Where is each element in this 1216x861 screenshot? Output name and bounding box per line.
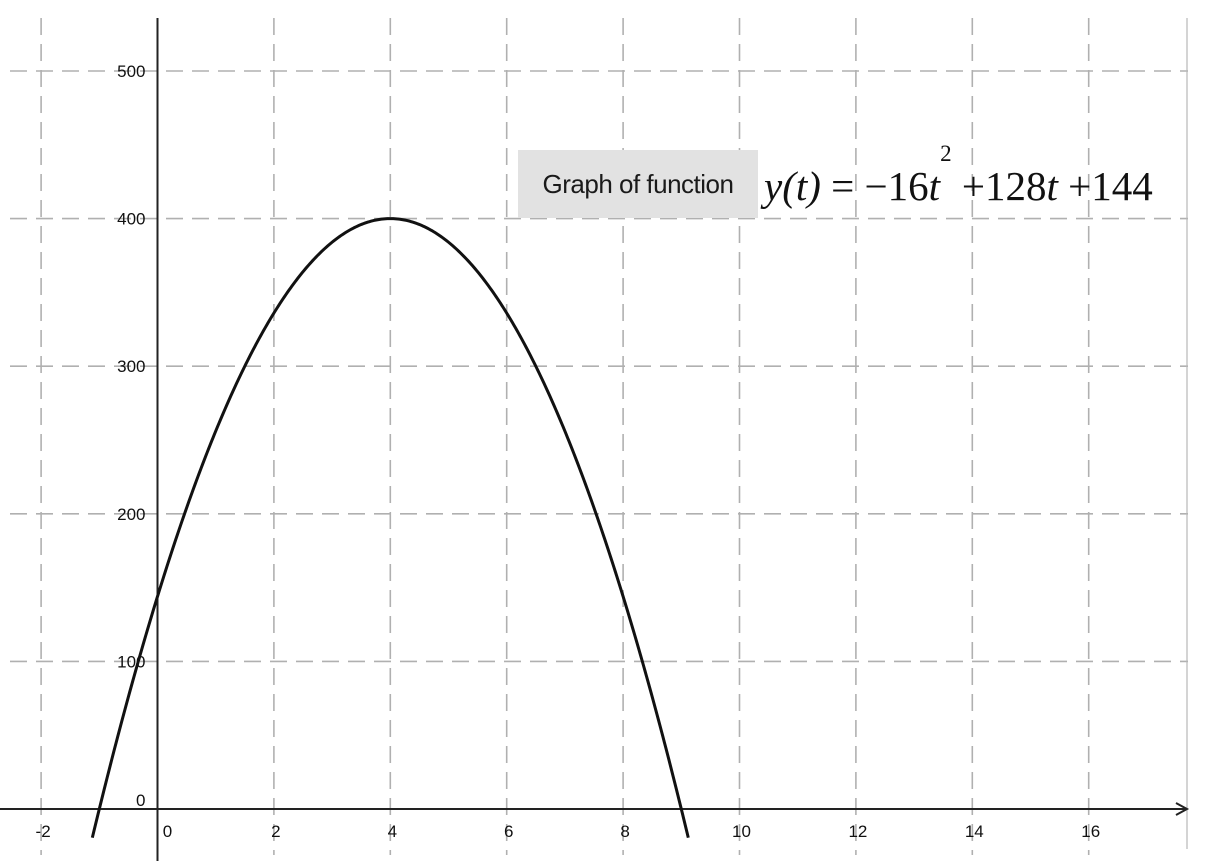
- y-tick-label: 400: [117, 210, 145, 229]
- caption-box: Graph of function: [518, 150, 758, 218]
- curve-layer: [90, 217, 690, 839]
- y-tick-label: 0: [136, 791, 145, 810]
- x-tick-label: 0: [163, 822, 172, 841]
- formula-lhs: y(t): [764, 163, 821, 209]
- formula-plus-2: +: [1068, 163, 1092, 209]
- x-tick-label: 4: [388, 822, 397, 841]
- x-tick-label: 8: [620, 822, 629, 841]
- x-tick-label: 14: [965, 822, 984, 841]
- x-axis-arrow: [1175, 802, 1190, 816]
- formula-plus-1: +: [961, 163, 985, 209]
- grid: [10, 18, 1188, 855]
- formula-coef-b: 128: [984, 163, 1047, 209]
- caption-text: Graph of function: [542, 168, 734, 199]
- formula-equals: =: [831, 163, 855, 209]
- x-tick-label: 6: [504, 822, 513, 841]
- axes: [0, 18, 1190, 861]
- x-tick-label: 12: [848, 822, 867, 841]
- formula-neg: −: [864, 163, 888, 209]
- x-tick-label: 2: [271, 822, 280, 841]
- y-tick-label: 200: [117, 505, 145, 524]
- formula-coef-a: 16: [887, 163, 929, 209]
- formula-exponent: 2: [940, 141, 952, 166]
- x-tick-label: -2: [36, 822, 51, 841]
- formula-constant: 144: [1091, 163, 1153, 209]
- x-tick-label: 16: [1081, 822, 1100, 841]
- formula-var-1: t: [928, 163, 941, 209]
- formula: y(t) = −16t2 +128t +144: [764, 142, 1153, 214]
- x-tick-label: 10: [732, 822, 751, 841]
- y-tick-label: 300: [117, 357, 145, 376]
- function-curve: [90, 217, 690, 839]
- formula-var-2: t: [1046, 163, 1058, 209]
- y-tick-label: 500: [117, 62, 145, 81]
